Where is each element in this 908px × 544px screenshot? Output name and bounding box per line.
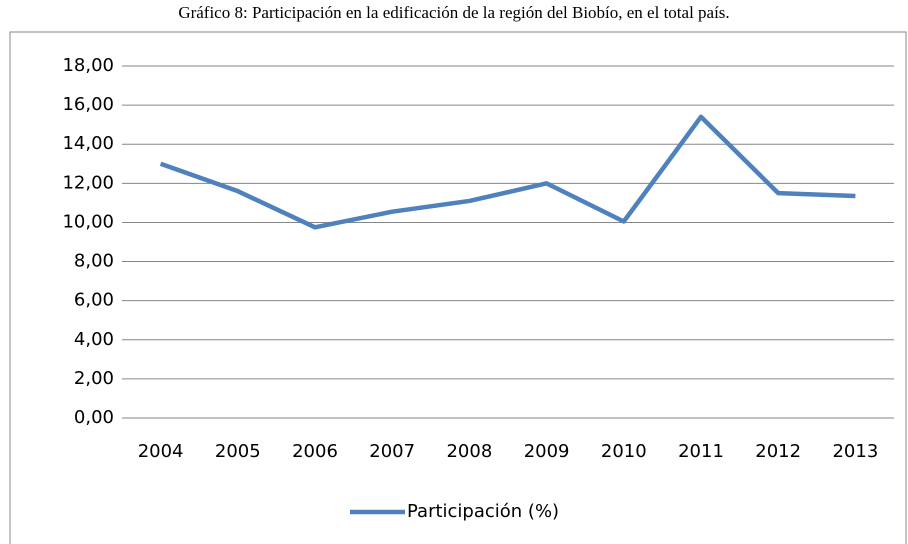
legend-label: Participación (%) [407, 501, 559, 522]
x-tick-label: 2007 [369, 441, 415, 462]
y-tick-label: 18,00 [62, 55, 114, 76]
y-tick-label: 14,00 [62, 133, 114, 154]
series-line [159, 114, 856, 230]
y-tick-label: 0,00 [74, 407, 114, 428]
y-tick-label: 6,00 [74, 290, 114, 311]
chart-title: Gráfico 8: Participación en la edificaci… [178, 3, 729, 22]
x-tick-label: 2013 [832, 441, 878, 462]
x-tick-label: 2005 [215, 441, 261, 462]
y-tick-label: 16,00 [62, 94, 114, 115]
y-tick-label: 12,00 [62, 172, 114, 193]
x-tick-label: 2008 [446, 441, 492, 462]
x-tick-label: 2010 [601, 441, 647, 462]
y-tick-label: 10,00 [62, 211, 114, 232]
y-tick-label: 2,00 [74, 368, 114, 389]
y-tick-label: 8,00 [74, 251, 114, 272]
x-tick-label: 2006 [292, 441, 338, 462]
x-tick-label: 2009 [524, 441, 570, 462]
chart-border [9, 31, 907, 544]
y-tick-label: 4,00 [74, 329, 114, 350]
x-tick-label: 2004 [138, 441, 184, 462]
x-tick-label: 2012 [755, 441, 801, 462]
x-tick-label: 2011 [678, 441, 724, 462]
